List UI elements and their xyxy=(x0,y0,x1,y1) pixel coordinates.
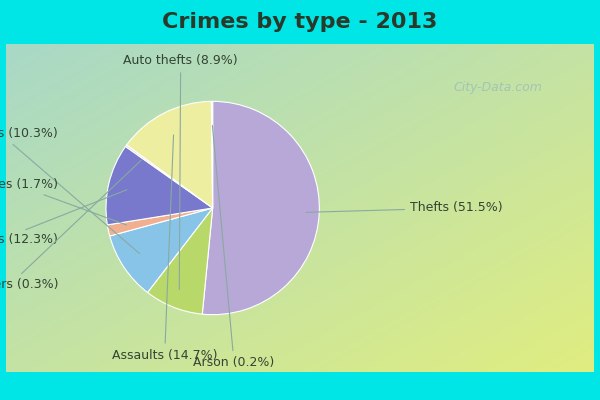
Wedge shape xyxy=(202,101,319,315)
Wedge shape xyxy=(211,101,212,208)
Wedge shape xyxy=(127,101,212,208)
Wedge shape xyxy=(148,208,212,314)
Text: Arson (0.2%): Arson (0.2%) xyxy=(193,126,275,369)
Text: Crimes by type - 2013: Crimes by type - 2013 xyxy=(163,12,437,32)
Text: Assaults (14.7%): Assaults (14.7%) xyxy=(112,135,217,362)
Text: Burglaries (12.3%): Burglaries (12.3%) xyxy=(0,190,127,246)
Wedge shape xyxy=(125,145,212,208)
Text: Thefts (51.5%): Thefts (51.5%) xyxy=(306,202,503,214)
Text: Rapes (1.7%): Rapes (1.7%) xyxy=(0,178,127,225)
Text: Auto thefts (8.9%): Auto thefts (8.9%) xyxy=(124,54,238,290)
Wedge shape xyxy=(106,146,212,225)
Wedge shape xyxy=(107,208,212,236)
Wedge shape xyxy=(110,208,212,292)
Text: Robberies (10.3%): Robberies (10.3%) xyxy=(0,127,140,254)
Text: Murders (0.3%): Murders (0.3%) xyxy=(0,160,142,291)
Text: City-Data.com: City-Data.com xyxy=(454,82,542,94)
